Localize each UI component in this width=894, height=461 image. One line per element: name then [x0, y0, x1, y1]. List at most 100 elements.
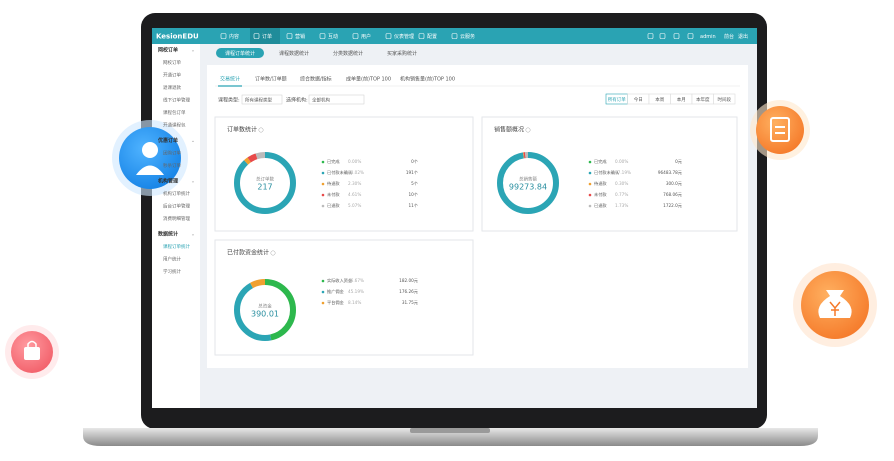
user-glyph: [142, 142, 158, 158]
legend-name: 推广佣金: [327, 288, 345, 295]
user-name[interactable]: admin: [700, 34, 716, 40]
legend-name: 已完成: [594, 158, 607, 165]
subtab[interactable]: 成单量(前)TOP 100: [346, 76, 391, 83]
legend-dot: [588, 182, 592, 186]
range-label: 今日: [634, 96, 643, 103]
range-label: 本年度: [696, 96, 710, 103]
nav-item[interactable]: 配置: [427, 34, 437, 40]
select[interactable]: [308, 94, 365, 105]
legend-name: 已退款: [594, 202, 607, 209]
nav-icon: [418, 33, 425, 39]
filter-label: 课程类型:: [218, 97, 240, 104]
sidebar-item[interactable]: 机构订单统计: [163, 190, 190, 197]
card-title: 订单数统计: [227, 126, 257, 134]
user-glyph: [136, 165, 164, 175]
laptop-base: [83, 428, 818, 446]
header-icon[interactable]: [673, 33, 680, 39]
legend-dot: [321, 182, 325, 186]
sidebar-group[interactable]: 机构管理: [157, 178, 178, 185]
legend-percent: 1.73%: [615, 203, 628, 208]
nav-icon: [220, 33, 227, 39]
legend-dot: [321, 290, 325, 294]
legend-amount: 5个: [411, 181, 419, 186]
select-value: 全部机构: [312, 97, 330, 104]
nav-item[interactable]: 用户: [361, 33, 371, 40]
ring-segment: [234, 279, 296, 341]
sidebar-caret: ⌄: [191, 48, 195, 54]
tab[interactable]: 买家采购统计: [387, 50, 417, 57]
center-value: 390.01: [251, 310, 279, 319]
nav-item[interactable]: 仪表管理: [394, 33, 414, 40]
center-value: 217: [257, 183, 272, 192]
legend-dot: [588, 193, 592, 197]
sidebar-caret: ⌄: [191, 232, 195, 238]
bag-glyph: [27, 340, 37, 348]
legend-amount: 182.00元: [399, 278, 418, 284]
subtab[interactable]: 机构销售量(前)TOP 100: [400, 76, 455, 83]
sidebar-item[interactable]: 团购订单: [163, 150, 181, 157]
sidebar-item[interactable]: 开通订单: [163, 72, 181, 79]
sidebar-item[interactable]: 后台订单管理: [163, 203, 190, 210]
tab-active: [216, 48, 264, 58]
header-icon[interactable]: [687, 33, 694, 39]
ring-segment: [234, 152, 296, 214]
sidebar-item[interactable]: 消费明细管理: [163, 215, 190, 222]
legend-name: 未付款: [327, 191, 340, 198]
nav-icon: [352, 33, 359, 39]
tab[interactable]: 分类数据统计: [333, 50, 363, 57]
legend-dot: [588, 204, 592, 208]
legend-percent: 0.00%: [615, 159, 628, 164]
sidebar-item[interactable]: 学习统计: [163, 268, 181, 275]
sidebar-item[interactable]: 课程包订单: [163, 109, 186, 116]
range-label: 时间段: [718, 96, 732, 103]
range-button[interactable]: [713, 93, 736, 105]
bag-glyph: [24, 347, 40, 360]
legend-amount: 10个: [408, 192, 418, 197]
subtab[interactable]: 交易统计: [220, 76, 240, 83]
header-icon[interactable]: [659, 33, 666, 39]
select-value: 所有课程类型: [245, 97, 272, 104]
nav-item[interactable]: 营销: [295, 33, 305, 40]
legend-amount: 300.0元: [666, 181, 682, 187]
sidebar-group[interactable]: 数据统计: [158, 231, 178, 238]
nav-item[interactable]: 互动: [328, 33, 338, 40]
legend-percent: 2.30%: [348, 181, 361, 186]
legend-amount: 176.26元: [399, 289, 418, 295]
nav-item[interactable]: 内容: [229, 33, 239, 40]
sidebar-item[interactable]: 课程订单统计: [163, 243, 190, 250]
sidebar-item[interactable]: 退课退款: [163, 84, 181, 91]
clipboard-glyph: [770, 117, 790, 142]
legend-percent: 8.14%: [348, 300, 361, 305]
legend-percent: 0.77%: [615, 192, 628, 197]
select[interactable]: [241, 94, 283, 105]
header-link[interactable]: 前台: [724, 33, 734, 40]
sidebar-group[interactable]: 优惠订单: [158, 137, 178, 144]
sidebar-item[interactable]: 秒杀订单: [163, 162, 181, 169]
nav-item[interactable]: 云服务: [460, 33, 475, 40]
sidebar-item[interactable]: 开通课程包: [163, 122, 186, 129]
sidebar-group[interactable]: 网校订单: [158, 47, 178, 54]
sidebar-item[interactable]: 用户统计: [163, 256, 181, 263]
legend-name: 待退款: [327, 180, 340, 187]
nav-active: [250, 28, 280, 44]
legend-amount: 1722.0元: [663, 203, 682, 209]
tab[interactable]: 课程数据统计: [279, 50, 309, 57]
range-label: 本月: [677, 96, 686, 103]
subtab[interactable]: 订单数/订单额: [255, 76, 287, 83]
legend-percent: 88.02%: [348, 170, 364, 175]
subtab[interactable]: 综合数据/指标: [300, 76, 332, 83]
tab[interactable]: 课程订单统计: [225, 50, 255, 57]
legend-name: 已完成: [327, 158, 340, 165]
nav-item[interactable]: 订单: [262, 33, 272, 40]
header-icon[interactable]: [647, 33, 654, 39]
sidebar: [152, 44, 200, 408]
money-glyph: [829, 301, 841, 316]
legend-dot: [588, 160, 592, 164]
card-title: 已付款资金统计: [227, 249, 269, 257]
legend-amount: 31.75元: [402, 300, 418, 306]
header-link[interactable]: 退出: [738, 33, 748, 40]
sidebar-item[interactable]: 线下订单管理: [163, 97, 190, 104]
money-glyph: [818, 290, 852, 318]
sidebar-item[interactable]: 网校订单: [163, 59, 181, 66]
